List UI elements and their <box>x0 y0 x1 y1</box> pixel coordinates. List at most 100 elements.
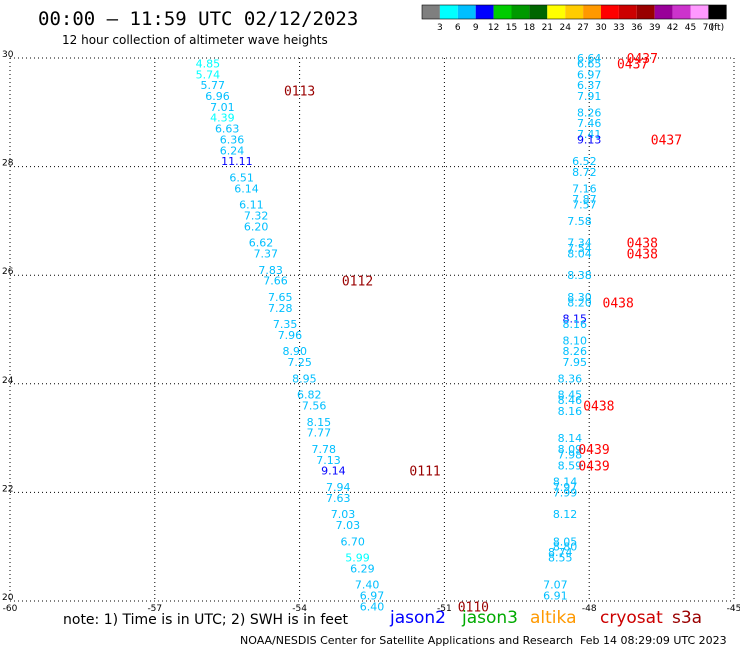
pass-time-label: 0438 <box>583 400 614 415</box>
colorbar-label: 36 <box>631 23 643 33</box>
colorbar-swatch <box>457 5 476 19</box>
swh-value: 8.80 <box>553 541 578 554</box>
colorbar-label: 18 <box>524 23 536 33</box>
swh-value: 7.98 <box>558 448 583 461</box>
colorbar-swatch <box>529 5 548 19</box>
colorbar-swatch <box>690 5 709 19</box>
swh-value: 6.97 <box>360 590 385 603</box>
data-labels: 4.855.745.776.967.014.396.636.366.2411.1… <box>196 52 682 615</box>
y-tick-label: 24 <box>2 376 14 386</box>
pass-time-label: 0438 <box>627 247 658 262</box>
colorbar-swatch <box>547 5 566 19</box>
colorbar-swatch <box>493 5 512 19</box>
swh-value: 7.32 <box>244 209 269 222</box>
colorbar-label: 15 <box>506 23 517 33</box>
swh-value: 8.05 <box>553 535 578 548</box>
swh-value: 8.55 <box>548 552 573 565</box>
footer-note: note: 1) Time is in UTC; 2) SWH is in fe… <box>63 612 349 628</box>
swh-value: 7.99 <box>553 486 578 499</box>
colorbar-label: 70 <box>703 23 715 33</box>
colorbar-swatch <box>422 5 440 19</box>
swh-value: 6.20 <box>244 220 269 233</box>
legend-cryosat: cryosat <box>600 608 663 628</box>
swh-value: 5.99 <box>345 552 370 565</box>
y-tick-label: 20 <box>2 593 14 603</box>
swh-value: 8.20 <box>567 296 592 309</box>
swh-value: 6.64 <box>577 52 602 65</box>
swh-value: 6.14 <box>234 182 259 195</box>
swh-value: 7.35 <box>273 318 298 331</box>
legend-s3a: s3a <box>672 608 703 628</box>
swh-value: 7.28 <box>268 302 293 315</box>
swh-value: 4.85 <box>196 57 221 70</box>
swh-value: 6.29 <box>350 562 375 575</box>
swh-value: 8.14 <box>558 432 583 445</box>
chart-subtitle: 12 hour collection of altimeter wave hei… <box>62 33 328 47</box>
pass-time-label: 0437 <box>627 52 658 67</box>
swh-value: 8.46 <box>558 394 583 407</box>
colorbar-swatch <box>672 5 691 19</box>
axis-ticks: -60 -57 -54 -51 -48 -45 20 22 24 26 28 30 <box>2 50 740 614</box>
swh-value: 7.91 <box>577 90 602 103</box>
swh-value: 6.63 <box>215 123 240 136</box>
swh-value: 7.13 <box>316 454 341 467</box>
colorbar-label: 3 <box>437 23 443 33</box>
x-tick-label: -45 <box>727 604 740 614</box>
swh-value: 7.66 <box>263 275 288 288</box>
x-tick-label: -57 <box>147 604 162 614</box>
swh-value: 8.12 <box>553 508 578 521</box>
swh-value: 6.11 <box>239 199 264 212</box>
swh-value: 6.62 <box>249 237 274 250</box>
colorbar-label: 24 <box>559 23 571 33</box>
colorbar-label: 12 <box>488 23 499 33</box>
colorbar-swatch <box>601 5 619 19</box>
swh-value: 8.45 <box>558 389 583 402</box>
swh-value: 7.40 <box>355 579 380 592</box>
colorbar-swatch <box>636 5 655 19</box>
x-tick-label: -48 <box>582 604 597 614</box>
swh-value: 7.87 <box>572 193 597 206</box>
y-tick-label: 30 <box>2 50 14 60</box>
swh-value: 7.56 <box>302 400 327 413</box>
colorbar-label: 30 <box>595 23 607 33</box>
pass-time-label: 0439 <box>578 443 609 458</box>
swh-value: 6.51 <box>229 171 254 184</box>
swh-value: 9.13 <box>577 133 602 146</box>
swh-value: 5.74 <box>196 68 221 81</box>
x-tick-label: -54 <box>292 604 307 614</box>
swh-value: 6.82 <box>297 389 322 402</box>
swh-value: 7.25 <box>287 356 312 369</box>
swh-value: 6.36 <box>220 133 245 146</box>
pass-time-label: 0110 <box>458 600 489 615</box>
swh-value: 6.91 <box>543 590 568 603</box>
footer-credit: NOAA/NESDIS Center for Satellite Applica… <box>240 634 574 647</box>
footer-timestamp: Feb 14 08:29:09 UTC 2023 <box>580 634 727 647</box>
colorbar-swatch <box>475 5 494 19</box>
colorbar-swatch <box>511 5 530 19</box>
swh-value: 6.52 <box>572 155 597 168</box>
swh-value: 6.96 <box>205 90 230 103</box>
swh-value: 8.16 <box>562 318 587 331</box>
swh-value: 7.78 <box>311 443 336 456</box>
swh-value: 7.46 <box>577 117 602 130</box>
swh-value: 4.39 <box>210 112 235 125</box>
swh-value: 8.04 <box>567 247 592 260</box>
swh-value: 8.90 <box>283 345 308 358</box>
swh-value: 7.37 <box>254 247 279 260</box>
y-tick-label: 26 <box>2 267 14 277</box>
colorbar-swatch <box>565 5 584 19</box>
swh-value: 11.11 <box>221 155 253 168</box>
swh-value: 8.15 <box>307 416 332 429</box>
swh-value: 5.77 <box>200 79 225 92</box>
swh-value: 8.26 <box>577 106 602 119</box>
chart-title: 00:00 – 11:59 UTC 02/12/2023 <box>38 8 359 30</box>
swh-value: 7.63 <box>326 492 351 505</box>
swh-value: 8.14 <box>553 476 578 489</box>
swh-value: 7.07 <box>543 579 568 592</box>
colorbar-label: 33 <box>613 23 624 33</box>
x-tick-label: -60 <box>3 604 18 614</box>
pass-time-label: 0437 <box>651 133 682 148</box>
colorbar-label: 9 <box>473 23 479 33</box>
pass-time-label: 0112 <box>342 275 373 290</box>
swh-value: 7.94 <box>326 481 351 494</box>
